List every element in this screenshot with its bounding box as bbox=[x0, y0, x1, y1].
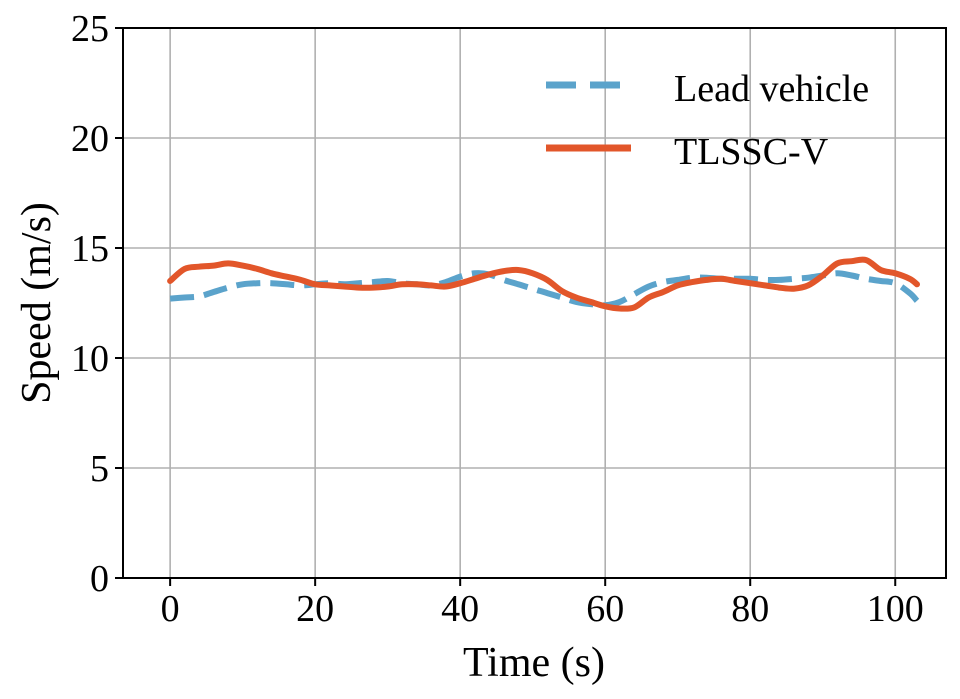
legend-label-tlssc-v: TLSSC-V bbox=[674, 131, 829, 173]
grid bbox=[123, 27, 946, 579]
y-tick-label: 25 bbox=[71, 8, 109, 50]
legend: Lead vehicle TLSSC-V bbox=[546, 68, 869, 173]
y-tick-label: 0 bbox=[90, 558, 109, 600]
y-tick-label: 10 bbox=[71, 338, 109, 380]
y-tick-label: 20 bbox=[71, 118, 109, 160]
y-tick-label: 5 bbox=[90, 448, 109, 490]
x-tick-label: 20 bbox=[296, 588, 334, 630]
y-tick-label: 15 bbox=[71, 228, 109, 270]
x-tick-label: 40 bbox=[441, 588, 479, 630]
x-tick-label: 80 bbox=[731, 588, 769, 630]
legend-label-lead-vehicle: Lead vehicle bbox=[674, 68, 869, 110]
x-axis-label: Time (s) bbox=[463, 640, 605, 686]
x-tick-label: 100 bbox=[867, 588, 924, 630]
plot-frame bbox=[122, 27, 947, 579]
x-tick-label: 0 bbox=[161, 588, 180, 630]
ticks: 0 20 40 60 80 100 0 5 10 15 20 25 bbox=[71, 8, 924, 630]
x-tick-label: 60 bbox=[586, 588, 624, 630]
series-line-tlssc-v bbox=[167, 256, 920, 312]
series-line-lead-vehicle bbox=[169, 270, 920, 309]
series-layer bbox=[167, 256, 920, 312]
y-axis-label: Speed (m/s) bbox=[14, 202, 60, 404]
